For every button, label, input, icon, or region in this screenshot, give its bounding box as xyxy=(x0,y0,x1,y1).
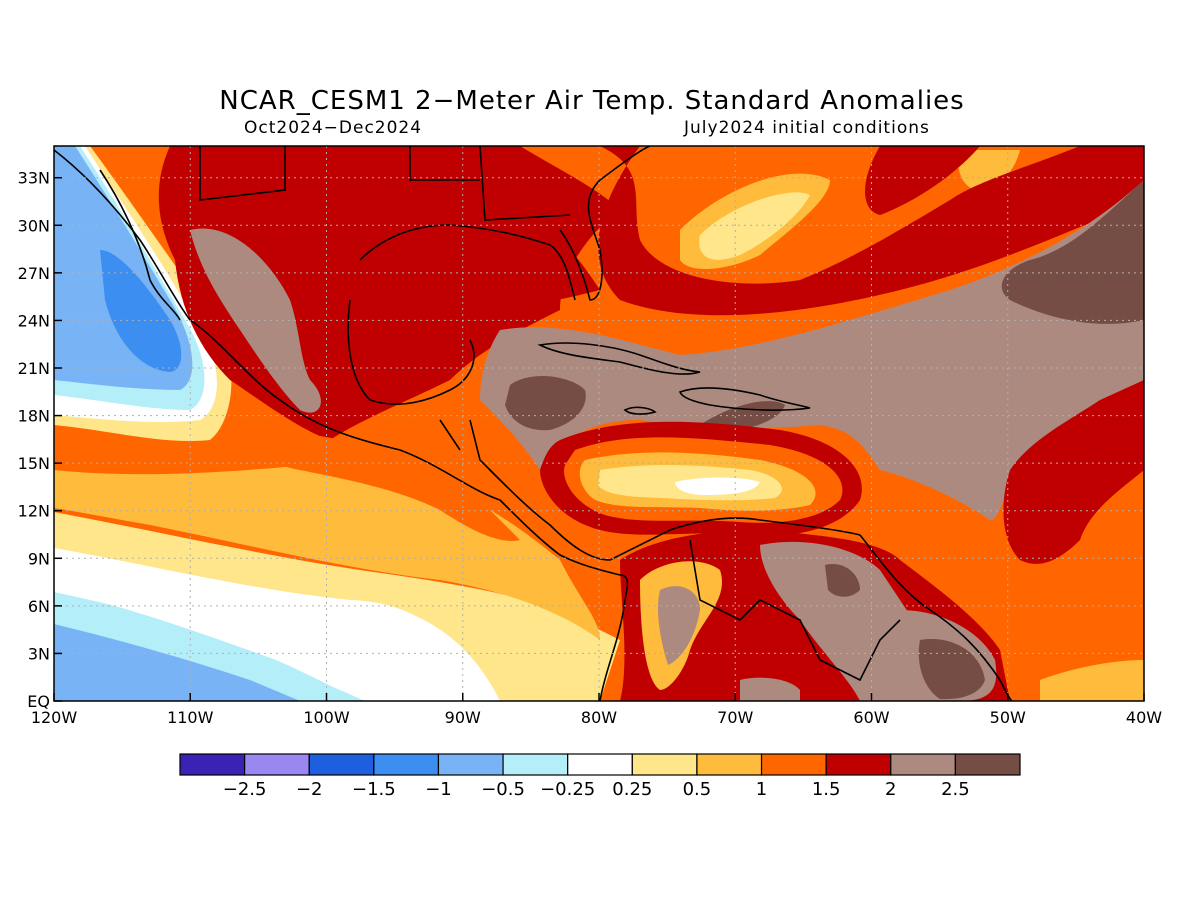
colorbar-swatch xyxy=(502,753,569,776)
lon-tick-label: 60W xyxy=(853,708,889,727)
map-title: NCAR_CESM1 2−Meter Air Temp. Standard An… xyxy=(219,86,965,116)
colorbar-swatch xyxy=(567,753,633,776)
lat-tick-label: 30N xyxy=(18,216,50,235)
anomaly-field xyxy=(54,146,1144,701)
colorbar-swatch xyxy=(954,753,1021,776)
lon-tick-label: 120W xyxy=(31,708,78,727)
colorbar-swatch xyxy=(308,753,375,776)
colorbar-swatch xyxy=(244,753,310,776)
colorbar-label: −2.5 xyxy=(223,779,267,800)
lat-tick-label: 6N xyxy=(28,597,50,616)
colorbar-swatch xyxy=(825,753,892,776)
colorbar-swatch xyxy=(373,753,440,776)
colorbar-swatch xyxy=(179,753,246,776)
lon-tick-label: 70W xyxy=(717,708,753,727)
band-gt-2.5 xyxy=(1001,180,1144,324)
hispaniola xyxy=(678,387,811,411)
colorbar-swatch xyxy=(631,753,698,776)
band-2-2.5 xyxy=(480,180,1144,520)
coastlines xyxy=(54,146,1013,701)
colorbar-label: 1.5 xyxy=(812,779,841,800)
lon-tick-label: 110W xyxy=(167,708,214,727)
lat-tick-label: 33N xyxy=(18,169,50,188)
lat-tick-label: 3N xyxy=(28,644,50,663)
colorbar-label: 0.5 xyxy=(683,779,712,800)
jamaica xyxy=(623,406,657,415)
gulf-coast xyxy=(359,224,576,301)
lat-tick-label: 24N xyxy=(18,311,50,330)
colorbar-label: −2 xyxy=(296,779,323,800)
initial-conditions: July2024 initial conditions xyxy=(684,118,930,138)
lon-tick-label: 100W xyxy=(303,708,350,727)
colorbar-label: 1 xyxy=(756,779,767,800)
lon-tick-label: 90W xyxy=(445,708,481,727)
lon-tick-label: 80W xyxy=(581,708,617,727)
south-america-borders xyxy=(689,539,901,682)
lat-tick-label: EQ xyxy=(27,692,50,711)
guiana-coast xyxy=(859,534,1013,701)
colorbar-label: 2 xyxy=(885,779,896,800)
longitude-axis: 120W 110W 100W 90W 80W 70W 60W 50W 40W xyxy=(31,693,1162,727)
lat-tick-label: 15N xyxy=(18,454,50,473)
forecast-period: Oct2024−Dec2024 xyxy=(244,118,423,138)
pacific-coastline xyxy=(54,149,621,576)
colorbar-label: −1.5 xyxy=(352,779,396,800)
colorbar-swatch xyxy=(437,753,504,776)
florida-atlantic-coast xyxy=(559,146,651,301)
political-borders xyxy=(199,146,571,221)
lat-tick-label: 12N xyxy=(18,502,50,521)
baja-peninsula xyxy=(99,169,181,321)
colorbar-swatch xyxy=(696,753,763,776)
colorbar: −2.5 −2 −1.5 −1 −0.5 −0.25 0.25 0.5 1 1.5 2 2.5 xyxy=(179,753,1021,800)
colorbar-label: 2.5 xyxy=(941,779,970,800)
map-gridlines xyxy=(54,146,1144,701)
caribbean-south-coast xyxy=(489,469,861,561)
lat-tick-label: 18N xyxy=(18,407,50,426)
colorbar-label: 0.25 xyxy=(612,779,652,800)
lat-tick-label: 9N xyxy=(28,549,50,568)
lat-tick-label: 21N xyxy=(18,359,50,378)
lon-tick-label: 50W xyxy=(990,708,1026,727)
cuba xyxy=(537,342,701,375)
central-america-borders xyxy=(439,419,501,481)
latitude-axis: EQ 3N 6N 9N 12N 15N 18N 21N 24N 27N 30N 33N xyxy=(18,169,62,711)
colorbar-label: −0.25 xyxy=(540,779,595,800)
colorbar-swatch xyxy=(760,753,827,776)
colorbar-swatch xyxy=(890,753,956,776)
lat-tick-label: 27N xyxy=(18,264,50,283)
lon-tick-label: 40W xyxy=(1126,708,1162,727)
yucatan-coast xyxy=(347,299,475,405)
colorbar-label: −0.5 xyxy=(481,779,525,800)
colorbar-label: −1 xyxy=(425,779,452,800)
